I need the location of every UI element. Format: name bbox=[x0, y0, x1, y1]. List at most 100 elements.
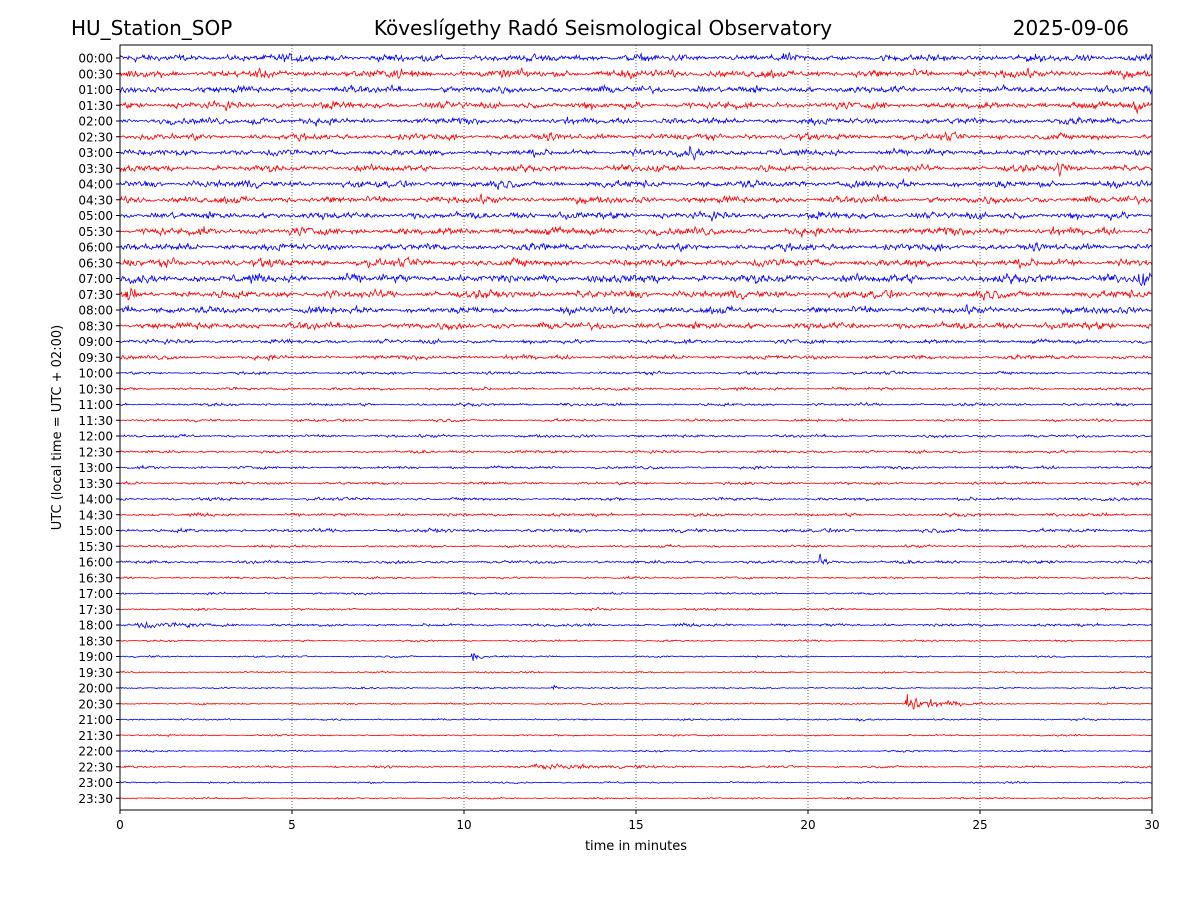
trace-08:30 bbox=[119, 320, 1153, 332]
trace-16:00 bbox=[119, 553, 1153, 566]
y-tick-label: 12:30 bbox=[78, 445, 113, 459]
trace-02:30 bbox=[119, 130, 1153, 142]
y-tick-label: 09:30 bbox=[78, 351, 113, 365]
y-tick-label: 05:00 bbox=[78, 209, 113, 223]
y-tick-label: 05:30 bbox=[78, 225, 113, 239]
y-tick-label: 02:30 bbox=[78, 130, 113, 144]
trace-16:30 bbox=[119, 575, 1153, 580]
y-tick-label: 17:00 bbox=[78, 587, 113, 601]
y-tick-label: 10:30 bbox=[78, 382, 113, 396]
y-tick-label: 15:00 bbox=[78, 524, 113, 538]
trace-17:00 bbox=[119, 591, 1153, 596]
trace-06:00 bbox=[119, 242, 1153, 253]
trace-00:30 bbox=[119, 67, 1153, 81]
trace-18:30 bbox=[119, 639, 1153, 643]
y-tick-label: 09:00 bbox=[78, 335, 113, 349]
trace-01:30 bbox=[119, 99, 1153, 115]
x-tick-label: 0 bbox=[116, 818, 124, 832]
y-tick-label: 06:00 bbox=[78, 241, 113, 255]
x-axis-label: time in minutes bbox=[585, 839, 687, 854]
trace-01:00 bbox=[119, 83, 1153, 95]
trace-11:30 bbox=[119, 417, 1153, 423]
y-tick-label: 01:30 bbox=[78, 99, 113, 113]
trace-13:30 bbox=[119, 480, 1153, 487]
trace-14:00 bbox=[119, 496, 1153, 502]
trace-08:00 bbox=[119, 303, 1153, 316]
trace-02:00 bbox=[119, 115, 1153, 127]
trace-07:00 bbox=[119, 271, 1153, 286]
x-tick-label: 10 bbox=[456, 818, 471, 832]
y-tick-label: 22:00 bbox=[78, 745, 113, 759]
y-axis-label: UTC (local time = UTC + 02:00) bbox=[50, 325, 65, 530]
y-tick-label: 03:30 bbox=[78, 162, 113, 176]
trace-22:30 bbox=[119, 762, 1153, 771]
trace-20:00 bbox=[119, 684, 1153, 691]
y-tick-label: 18:30 bbox=[78, 634, 113, 648]
y-tick-label: 20:00 bbox=[78, 682, 113, 696]
x-tick-label: 15 bbox=[628, 818, 643, 832]
y-tick-label: 18:00 bbox=[78, 619, 113, 633]
y-tick-label: 10:00 bbox=[78, 367, 113, 381]
trace-04:00 bbox=[119, 178, 1153, 190]
y-tick-label: 17:30 bbox=[78, 603, 113, 617]
station-name: HU_Station_SOP bbox=[71, 16, 233, 40]
trace-19:30 bbox=[119, 670, 1153, 674]
trace-05:00 bbox=[119, 210, 1153, 222]
y-tick-label: 01:00 bbox=[78, 83, 113, 97]
trace-23:30 bbox=[119, 796, 1153, 800]
y-tick-label: 03:00 bbox=[78, 146, 113, 160]
y-tick-label: 07:30 bbox=[78, 288, 113, 302]
trace-10:30 bbox=[119, 386, 1153, 392]
trace-09:30 bbox=[119, 353, 1153, 362]
trace-10:00 bbox=[119, 370, 1153, 376]
y-tick-label: 08:00 bbox=[78, 304, 113, 318]
y-tick-label: 19:00 bbox=[78, 650, 113, 664]
trace-22:00 bbox=[119, 749, 1153, 753]
y-tick-label: 19:30 bbox=[78, 666, 113, 680]
y-tick-label: 23:30 bbox=[78, 792, 113, 806]
y-tick-label: 04:30 bbox=[78, 193, 113, 207]
trace-19:00 bbox=[119, 653, 1153, 661]
trace-15:00 bbox=[119, 527, 1153, 534]
y-tick-label: 21:30 bbox=[78, 729, 113, 743]
trace-13:00 bbox=[119, 464, 1153, 471]
trace-03:00 bbox=[119, 145, 1153, 161]
trace-21:00 bbox=[119, 717, 1153, 722]
trace-05:30 bbox=[119, 225, 1153, 238]
y-tick-label: 14:30 bbox=[78, 508, 113, 522]
y-tick-label: 14:00 bbox=[78, 493, 113, 507]
trace-17:30 bbox=[119, 606, 1153, 612]
y-tick-label: 12:00 bbox=[78, 430, 113, 444]
trace-03:30 bbox=[119, 161, 1153, 178]
y-tick-label: 11:30 bbox=[78, 414, 113, 428]
trace-18:00 bbox=[119, 620, 1153, 629]
trace-06:30 bbox=[119, 255, 1153, 270]
trace-12:30 bbox=[119, 449, 1153, 455]
y-tick-label: 07:00 bbox=[78, 272, 113, 286]
y-tick-label: 13:00 bbox=[78, 461, 113, 475]
trace-04:30 bbox=[119, 193, 1153, 206]
x-tick-label: 20 bbox=[800, 818, 815, 832]
y-tick-label: 00:30 bbox=[78, 67, 113, 81]
y-tick-label: 23:00 bbox=[78, 776, 113, 790]
y-tick-label: 15:30 bbox=[78, 540, 113, 554]
trace-07:30 bbox=[119, 286, 1153, 301]
x-tick-label: 25 bbox=[972, 818, 987, 832]
y-tick-label: 08:30 bbox=[78, 319, 113, 333]
trace-21:30 bbox=[119, 733, 1153, 738]
x-tick-label: 30 bbox=[1144, 818, 1159, 832]
x-tick-label: 5 bbox=[288, 818, 296, 832]
y-tick-label: 04:00 bbox=[78, 178, 113, 192]
observatory-title: Köveslígethy Radó Seismological Observat… bbox=[373, 16, 833, 40]
y-tick-label: 16:00 bbox=[78, 556, 113, 570]
y-tick-label: 02:00 bbox=[78, 115, 113, 129]
trace-15:30 bbox=[119, 543, 1153, 549]
trace-14:30 bbox=[119, 511, 1153, 518]
y-tick-label: 16:30 bbox=[78, 571, 113, 585]
y-tick-label: 11:00 bbox=[78, 398, 113, 412]
trace-20:30 bbox=[119, 694, 1153, 710]
trace-00:00 bbox=[119, 51, 1153, 64]
y-tick-label: 06:30 bbox=[78, 256, 113, 270]
trace-11:00 bbox=[119, 401, 1153, 408]
